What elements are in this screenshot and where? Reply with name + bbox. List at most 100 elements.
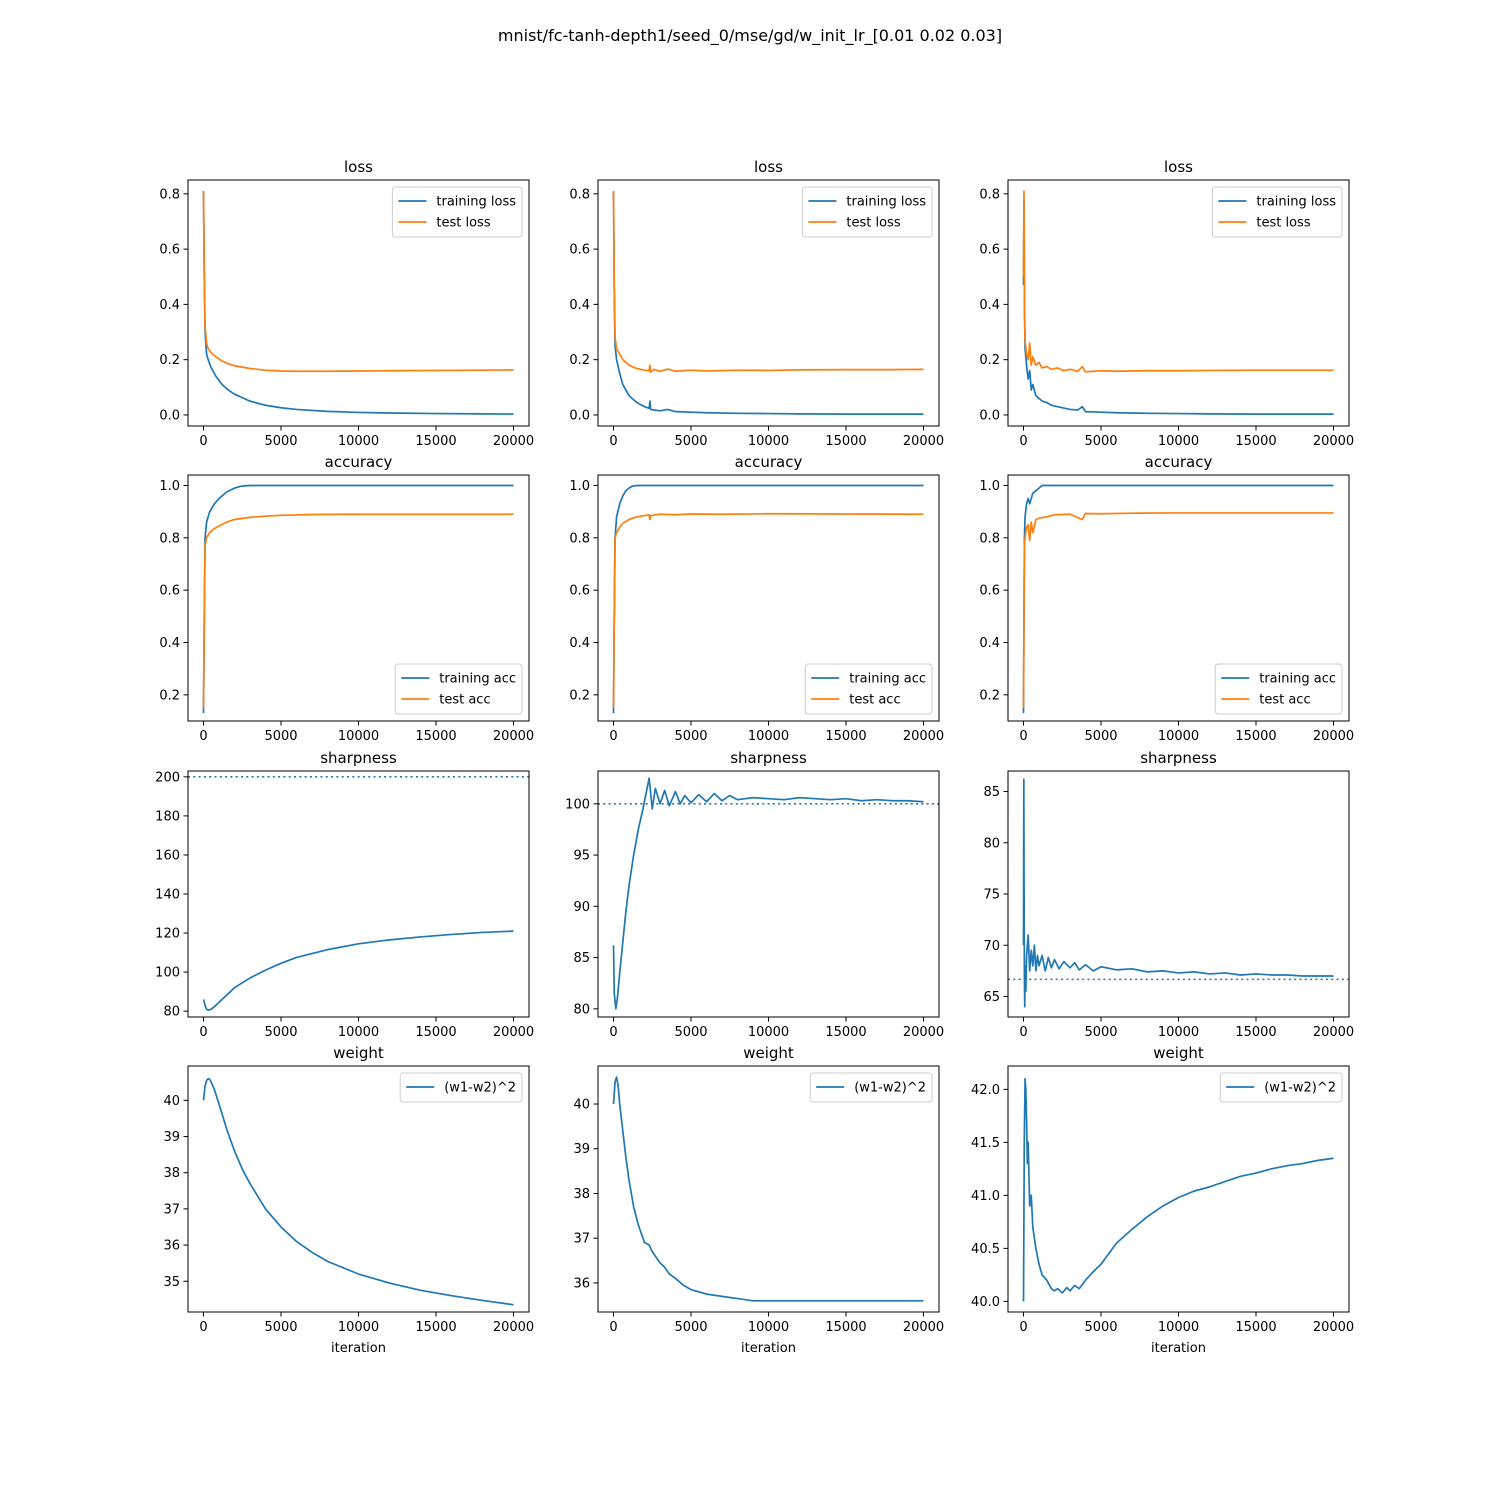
legend-frame (804, 663, 933, 715)
legend-entry-label: training acc (439, 672, 516, 687)
y-tick-label: 0.8 (979, 531, 1000, 546)
legend-entry-label: (w1-w2)^2 (1264, 1081, 1336, 1096)
y-tick-label: 0.8 (979, 187, 1000, 202)
legend-frame (801, 186, 933, 238)
subplot-title: accuracy (325, 453, 393, 471)
series-line-1 (612, 1076, 924, 1302)
y-tick-label: 41.5 (971, 1136, 1000, 1151)
y-tick-label: 200 (155, 770, 180, 785)
y-tick-label: 41.0 (971, 1189, 1000, 1204)
series-line-2 (202, 191, 514, 373)
series-line-2 (612, 191, 924, 373)
legend: training acc test acc (1214, 663, 1343, 715)
subplot-8: sharpness 0 5000 10000 15000 20000 80 85 90 95 100 (565, 749, 944, 1040)
subplot-7: sharpness 0 5000 10000 15000 20000 80 100 120 140… (155, 749, 534, 1040)
legend-entry-label: training loss (436, 195, 516, 210)
legend-entry-label: (w1-w2)^2 (854, 1081, 926, 1096)
y-tick-label: 38 (163, 1166, 180, 1181)
subplot-title: sharpness (730, 749, 807, 767)
x-tick-label: 20000 (1313, 1025, 1354, 1040)
y-tick-label: 80 (573, 1002, 590, 1017)
y-tick-label: 36 (163, 1239, 180, 1254)
x-tick-label: 10000 (1158, 434, 1199, 449)
y-tick-label: 0.8 (159, 187, 180, 202)
series-line-1 (612, 191, 924, 415)
legend-frame (1214, 663, 1343, 715)
x-tick-label: 15000 (825, 729, 866, 744)
series-line-2 (612, 512, 924, 708)
x-tick-label: 15000 (415, 1320, 456, 1335)
x-tick-label: 0 (609, 434, 617, 449)
y-tick-label: 0.6 (159, 584, 180, 599)
y-tick-label: 0.6 (569, 584, 590, 599)
x-tick-label: 10000 (338, 1320, 379, 1335)
y-tick-label: 0.0 (569, 408, 590, 423)
y-tick-label: 0.4 (979, 298, 1000, 313)
y-tick-label: 95 (573, 849, 590, 864)
x-tick-label: 5000 (674, 1025, 707, 1040)
y-tick-label: 0.0 (159, 408, 180, 423)
x-tick-label: 10000 (748, 729, 789, 744)
legend-entry-label: (w1-w2)^2 (444, 1081, 516, 1096)
y-tick-label: 180 (155, 809, 180, 824)
y-tick-label: 39 (163, 1130, 180, 1145)
x-tick-label: 5000 (674, 1320, 707, 1335)
figure-suptitle: mnist/fc-tanh-depth1/seed_0/mse/gd/w_ini… (498, 26, 1002, 46)
legend-frame (391, 186, 523, 238)
x-tick-label: 0 (199, 1320, 207, 1335)
series-line-1 (1022, 778, 1334, 1008)
y-tick-label: 160 (155, 848, 180, 863)
series-line-1 (1022, 198, 1334, 415)
y-tick-label: 70 (983, 939, 1000, 954)
x-tick-label: 10000 (1158, 1320, 1199, 1335)
subplot-title: weight (1153, 1044, 1204, 1062)
y-tick-label: 80 (163, 1005, 180, 1020)
x-axis-label: iteration (741, 1341, 796, 1356)
series-line-1 (202, 484, 514, 714)
legend: (w1-w2)^2 (399, 1072, 523, 1103)
y-tick-label: 0.6 (569, 243, 590, 258)
x-tick-label: 5000 (1084, 1320, 1117, 1335)
legend-entry-label: test loss (436, 216, 490, 231)
y-tick-label: 0.0 (979, 408, 1000, 423)
x-tick-label: 0 (609, 1025, 617, 1040)
y-tick-label: 80 (983, 836, 1000, 851)
x-tick-label: 20000 (903, 434, 944, 449)
y-tick-label: 0.2 (979, 688, 1000, 703)
y-tick-label: 0.4 (159, 636, 180, 651)
y-tick-label: 0.2 (979, 353, 1000, 368)
x-tick-label: 20000 (493, 1320, 534, 1335)
y-tick-label: 0.8 (569, 531, 590, 546)
legend-frame (394, 663, 523, 715)
x-tick-label: 10000 (338, 434, 379, 449)
y-tick-label: 38 (573, 1187, 590, 1202)
subplot-title: accuracy (735, 453, 803, 471)
x-tick-label: 10000 (748, 1320, 789, 1335)
legend-entry-label: test loss (1256, 216, 1310, 231)
y-tick-label: 65 (983, 990, 1000, 1005)
y-tick-label: 0.2 (159, 688, 180, 703)
y-tick-label: 40 (163, 1094, 180, 1109)
series-line-2 (1022, 512, 1334, 708)
y-tick-label: 0.4 (159, 298, 180, 313)
y-tick-label: 37 (573, 1232, 590, 1247)
legend: (w1-w2)^2 (1219, 1072, 1343, 1103)
x-tick-label: 15000 (1235, 434, 1276, 449)
legend-entry-label: test acc (1259, 693, 1310, 708)
subplot-4: accuracy 0 5000 10000 15000 20000 0.2 0.4 0.6 0.8… (159, 453, 534, 744)
x-tick-label: 0 (609, 1320, 617, 1335)
series-line-1 (1022, 484, 1334, 714)
legend: training acc test acc (394, 663, 523, 715)
y-tick-label: 0.2 (569, 353, 590, 368)
x-tick-label: 0 (1019, 729, 1027, 744)
x-axis-label: iteration (1151, 1341, 1206, 1356)
subplot-title: sharpness (1140, 749, 1217, 767)
y-tick-label: 40 (573, 1098, 590, 1113)
subplot-title: loss (1164, 158, 1193, 176)
x-tick-label: 15000 (415, 729, 456, 744)
x-tick-label: 15000 (825, 1320, 866, 1335)
series-line-1 (612, 484, 924, 714)
legend-entry-label: test acc (439, 693, 490, 708)
legend: training acc test acc (804, 663, 933, 715)
